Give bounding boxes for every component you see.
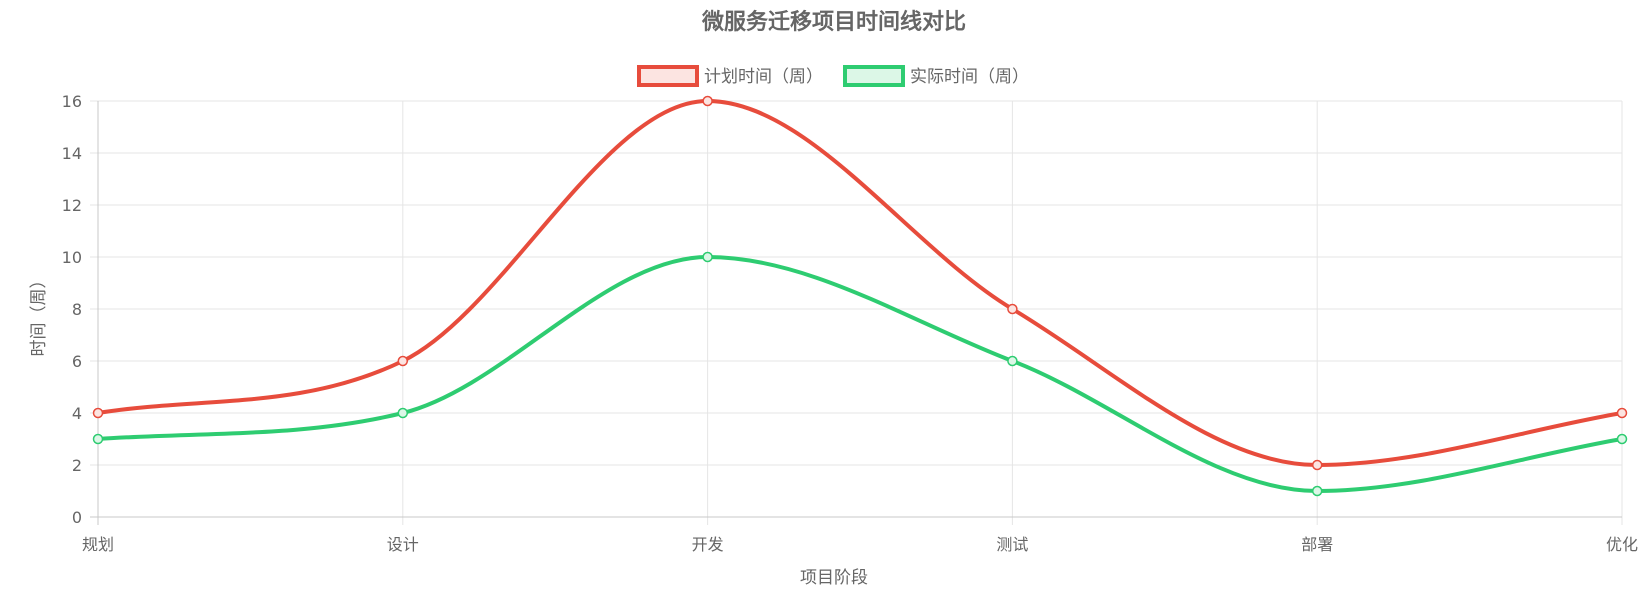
data-point[interactable] [1311, 485, 1323, 497]
series-points [92, 95, 1628, 497]
legend-label: 计划时间（周） [704, 67, 823, 87]
series-line-1 [96, 255, 1624, 493]
x-tick-label: 设计 [387, 535, 419, 554]
axes [90, 101, 1622, 525]
y-tick-label: 12 [62, 196, 82, 215]
data-point[interactable] [92, 407, 104, 419]
data-point[interactable] [702, 251, 713, 263]
y-axis-ticks: 0 2 4 6 8 10 12 14 16 [62, 92, 82, 527]
legend-swatch [843, 65, 905, 87]
y-tick-label: 14 [62, 144, 82, 163]
data-point[interactable] [1007, 303, 1018, 315]
data-point[interactable] [702, 95, 713, 107]
x-tick-label: 优化 [1606, 535, 1638, 554]
data-point[interactable] [1007, 355, 1018, 367]
data-point[interactable] [1616, 433, 1628, 445]
y-tick-label: 2 [72, 456, 82, 475]
legend: 计划时间（周） 实际时间（周） [637, 65, 1029, 87]
data-point[interactable] [397, 407, 409, 419]
data-point[interactable] [397, 355, 409, 367]
data-point[interactable] [1616, 407, 1628, 419]
data-point[interactable] [92, 433, 104, 445]
x-tick-label: 开发 [692, 535, 724, 554]
series-lines [96, 99, 1624, 493]
legend-item-0[interactable]: 计划时间（周） [637, 65, 823, 87]
x-tick-label: 部署 [1301, 535, 1333, 554]
y-tick-label: 6 [72, 352, 82, 371]
x-axis-title: 项目阶段 [800, 568, 868, 588]
x-axis-ticks: 规划 设计 开发 测试 部署 优化 [82, 535, 1638, 554]
legend-item-1[interactable]: 实际时间（周） [843, 65, 1029, 87]
series-line-0 [96, 99, 1624, 467]
chart-title: 微服务迁移项目时间线对比 [701, 9, 966, 35]
y-tick-label: 16 [62, 92, 82, 111]
legend-swatch [637, 65, 699, 87]
y-tick-label: 4 [72, 404, 82, 423]
x-tick-label: 规划 [82, 535, 114, 554]
legend-label: 实际时间（周） [910, 67, 1029, 87]
y-tick-label: 10 [62, 248, 82, 267]
y-tick-label: 0 [72, 508, 82, 527]
y-tick-label: 8 [72, 300, 82, 319]
x-tick-label: 测试 [996, 535, 1028, 554]
data-point[interactable] [1311, 459, 1323, 471]
y-axis-title: 时间（周） [29, 272, 49, 357]
